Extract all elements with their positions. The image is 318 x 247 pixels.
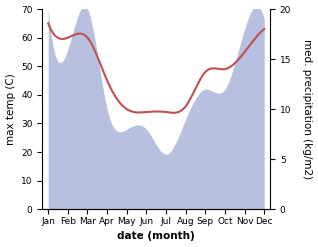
X-axis label: date (month): date (month) — [117, 231, 195, 242]
Y-axis label: max temp (C): max temp (C) — [5, 73, 16, 145]
Y-axis label: med. precipitation (kg/m2): med. precipitation (kg/m2) — [302, 39, 313, 179]
